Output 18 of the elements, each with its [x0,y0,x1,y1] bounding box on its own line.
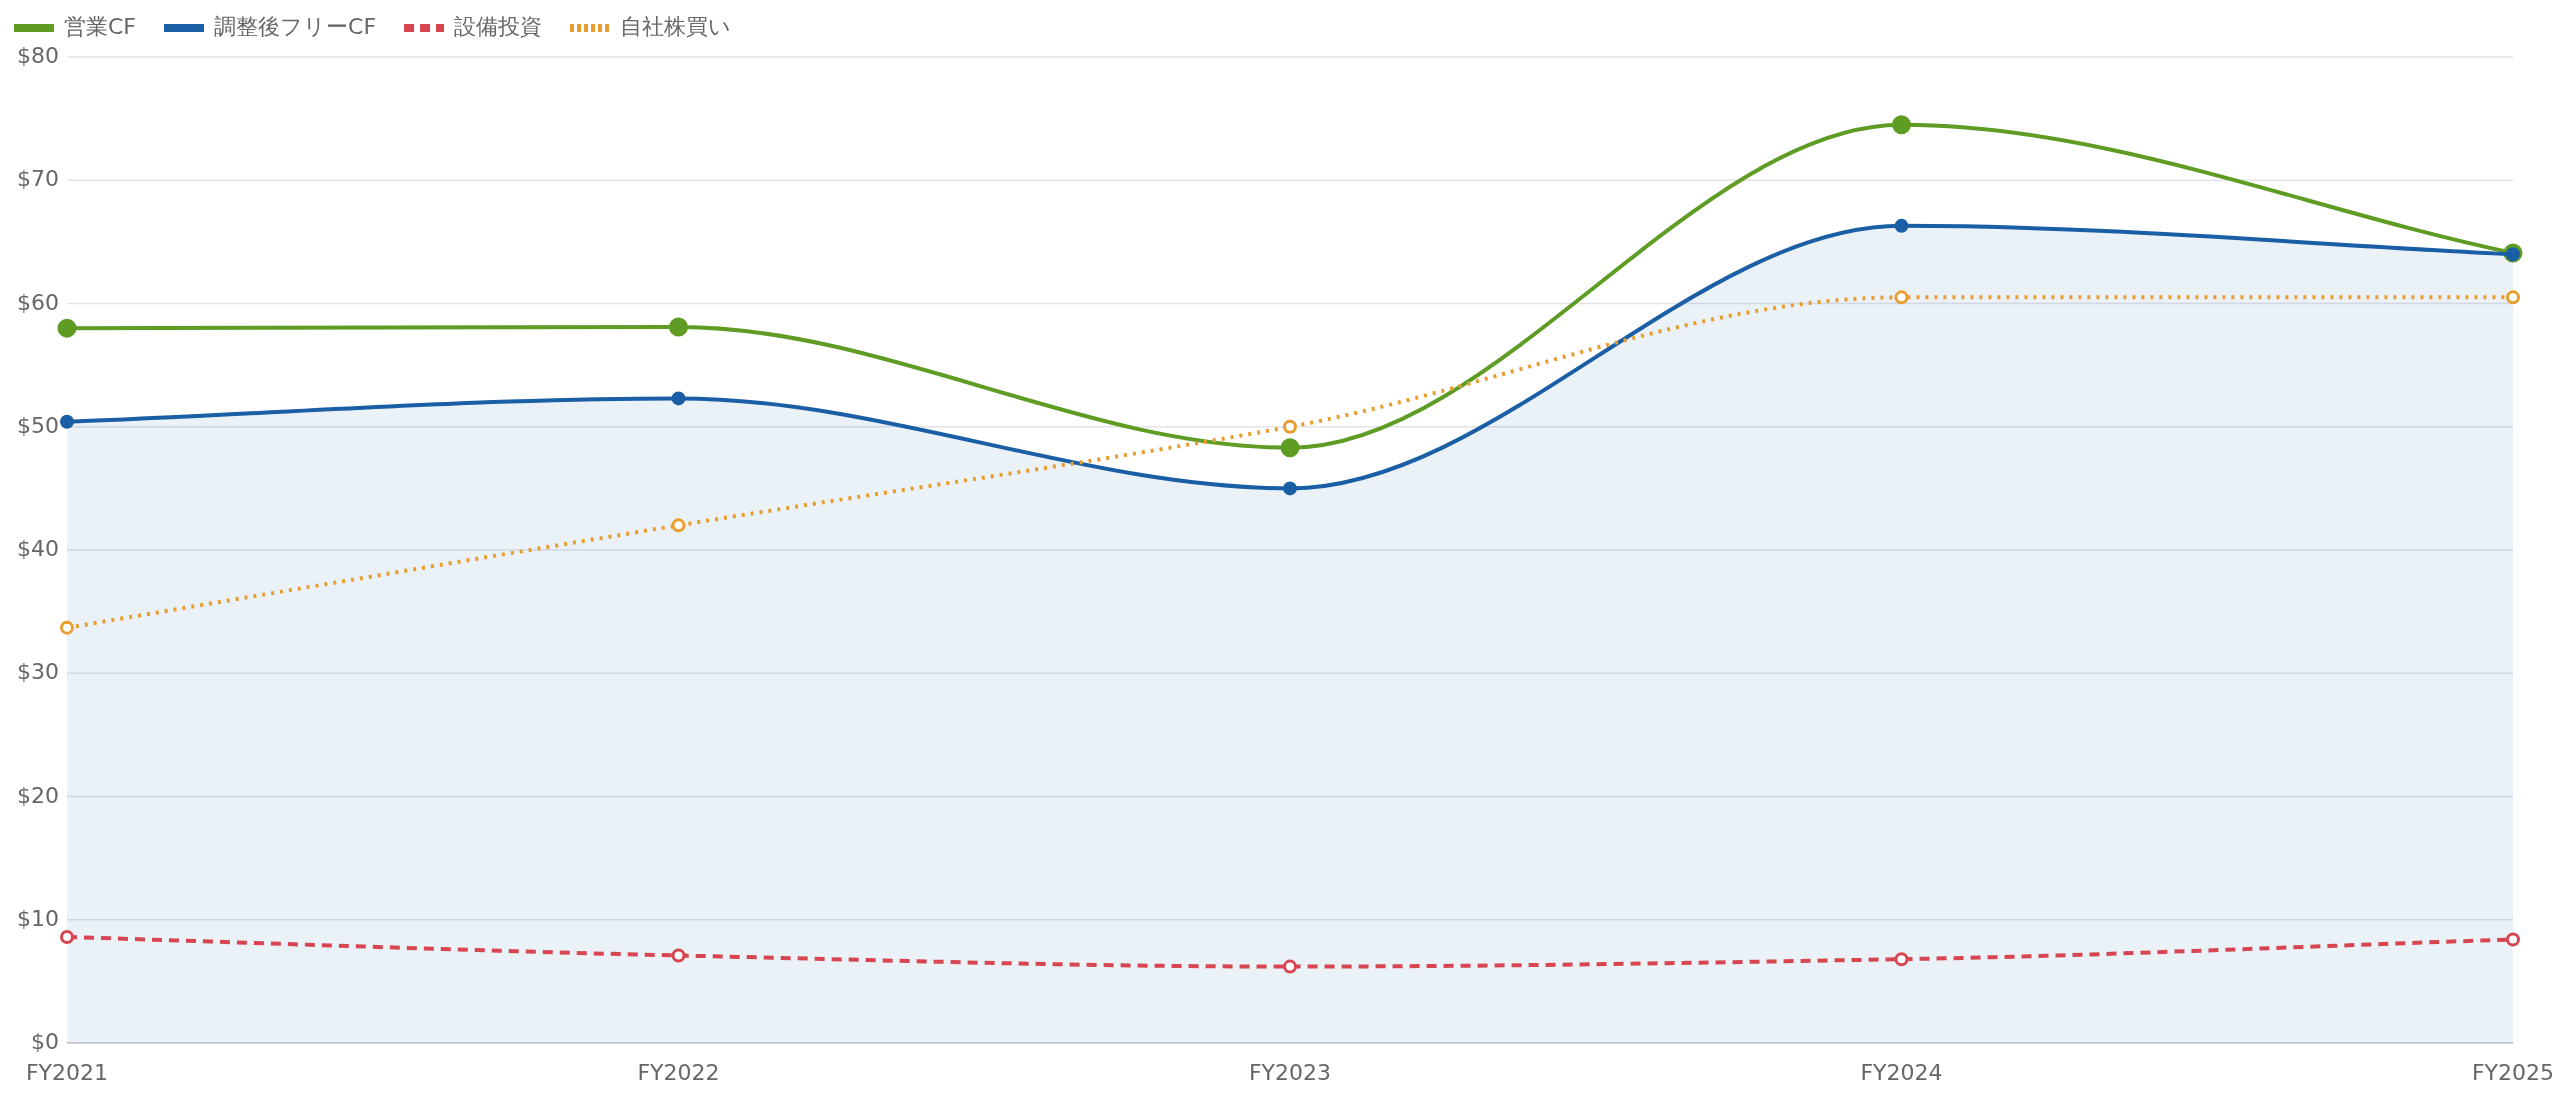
y-tick-label: $70 [17,166,59,192]
legend-label: 営業CF [64,14,137,39]
y-tick-label: $80 [17,43,59,68]
legend-label: 調整後フリーCF [214,14,377,39]
y-tick-label: $50 [17,412,59,438]
y-tick-label: $30 [17,659,59,685]
legend-label: 自社株買い [620,14,732,39]
x-tick-label: FY2023 [1248,1060,1332,1085]
x-tick-label: FY2021 [25,1060,109,1085]
y-tick-label: $0 [31,1029,59,1054]
x-tick-label: FY2022 [637,1060,720,1085]
x-tick-label: FY2024 [1860,1060,1943,1085]
y-tick-label: $10 [17,905,59,931]
legend-label: 設備投資 [454,14,543,39]
y-tick-label: $60 [17,289,59,315]
y-tick-label: $40 [17,536,59,561]
y-tick-label: $20 [17,782,59,808]
x-tick-label: FY2025 [2471,1060,2555,1085]
